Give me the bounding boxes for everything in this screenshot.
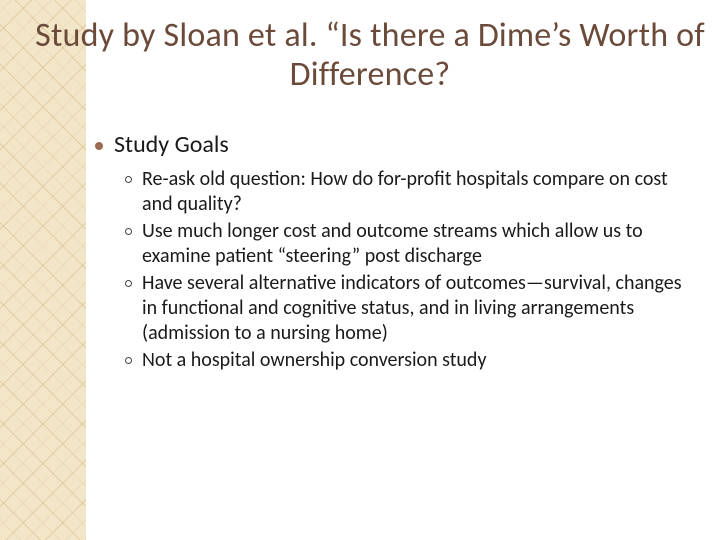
list-item: Re-ask old question: How do for-profit h… <box>125 167 690 217</box>
level2-text: Use much longer cost and outcome streams… <box>142 219 690 269</box>
bullet-level2-icon <box>125 357 132 364</box>
list-item: Study Goals <box>95 130 690 159</box>
bullet-level1-icon <box>95 142 103 150</box>
level2-text: Re-ask old question: How do for-profit h… <box>142 167 690 217</box>
slide-body: Study Goals Re-ask old question: How do … <box>95 130 690 375</box>
list-item: Use much longer cost and outcome streams… <box>125 219 690 269</box>
level2-text: Have several alternative indicators of o… <box>142 271 690 346</box>
level1-text: Study Goals <box>114 130 229 159</box>
slide-title: Study by Sloan et al. “Is there a Dime’s… <box>30 16 710 94</box>
sublist: Re-ask old question: How do for-profit h… <box>125 167 690 373</box>
list-item: Have several alternative indicators of o… <box>125 271 690 346</box>
list-item: Not a hospital ownership conversion stud… <box>125 348 690 373</box>
bullet-level2-icon <box>125 176 132 183</box>
level2-text: Not a hospital ownership conversion stud… <box>142 348 487 373</box>
bullet-level2-icon <box>125 228 132 235</box>
bullet-level2-icon <box>125 280 132 287</box>
